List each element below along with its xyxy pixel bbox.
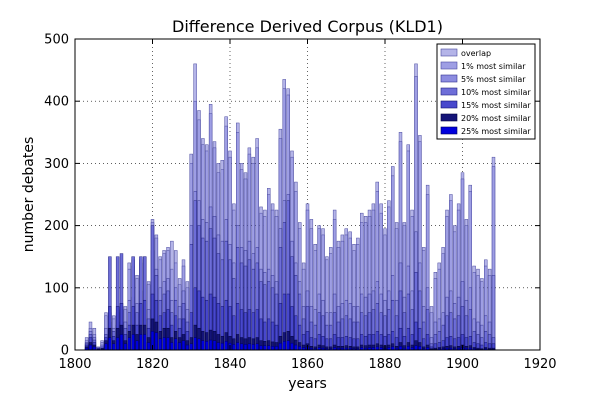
bar bbox=[174, 338, 178, 351]
bar bbox=[255, 343, 259, 351]
bar bbox=[166, 337, 170, 351]
bar bbox=[243, 344, 248, 351]
bar bbox=[189, 343, 193, 351]
legend-swatch bbox=[440, 113, 458, 122]
legend-label: 10% most similar bbox=[461, 88, 531, 97]
y-tick-label: 500 bbox=[44, 33, 69, 48]
bar bbox=[282, 341, 286, 351]
legend-swatch bbox=[440, 74, 458, 83]
bar bbox=[212, 340, 217, 351]
bar bbox=[197, 338, 201, 351]
x-tick-label: 1860 bbox=[291, 357, 324, 372]
bar bbox=[406, 346, 410, 351]
bar bbox=[232, 344, 236, 351]
legend-label: 20% most similar bbox=[461, 114, 531, 123]
chart-title: Difference Derived Corpus (KLD1) bbox=[172, 17, 443, 36]
bar bbox=[119, 334, 124, 351]
y-tick-label: 400 bbox=[44, 95, 69, 110]
y-axis-label: number debates bbox=[21, 137, 37, 252]
x-tick-label: 1880 bbox=[368, 357, 401, 372]
bar bbox=[193, 337, 197, 351]
bar bbox=[274, 346, 279, 351]
x-tick-label: 1920 bbox=[523, 357, 556, 372]
bar bbox=[298, 346, 302, 351]
bar bbox=[123, 343, 128, 351]
bar bbox=[267, 345, 271, 351]
bar bbox=[414, 345, 418, 351]
y-tick-label: 0 bbox=[61, 344, 69, 359]
bar bbox=[131, 334, 135, 351]
bar bbox=[170, 342, 174, 351]
legend-label: 25% most similar bbox=[461, 127, 531, 136]
bar bbox=[247, 343, 252, 351]
x-tick-label: 1800 bbox=[58, 357, 91, 372]
x-axis-label: years bbox=[288, 376, 327, 392]
bar bbox=[208, 339, 213, 351]
legend-swatch bbox=[440, 100, 458, 109]
legend-label: 15% most similar bbox=[461, 101, 531, 110]
bar bbox=[259, 345, 263, 351]
bar bbox=[294, 344, 298, 351]
legend-label: overlap bbox=[461, 49, 491, 58]
bar bbox=[398, 346, 403, 351]
bar bbox=[181, 340, 186, 351]
legend-label: 5% most similar bbox=[461, 75, 526, 84]
bar bbox=[216, 342, 221, 351]
y-tick-label: 200 bbox=[44, 219, 69, 234]
bar bbox=[115, 337, 120, 351]
bar bbox=[251, 344, 255, 351]
bar bbox=[177, 342, 182, 351]
bar bbox=[135, 340, 139, 351]
bar bbox=[143, 334, 147, 351]
bar bbox=[205, 341, 209, 351]
bar bbox=[162, 337, 166, 351]
legend-label: 1% most similar bbox=[461, 62, 526, 71]
bar bbox=[104, 343, 108, 351]
bar bbox=[270, 346, 275, 351]
bar bbox=[418, 346, 422, 351]
y-tick-label: 300 bbox=[44, 157, 69, 172]
bar bbox=[201, 340, 205, 351]
y-tick-label: 100 bbox=[44, 281, 69, 296]
legend-swatch bbox=[440, 87, 458, 96]
bar bbox=[158, 338, 162, 351]
bar bbox=[139, 334, 143, 351]
bar bbox=[224, 341, 228, 351]
bar bbox=[236, 342, 240, 351]
legend-swatch bbox=[440, 126, 458, 135]
legend: overlap 1% most similar 5% most similar 10%… bbox=[436, 43, 536, 140]
x-tick-label: 1840 bbox=[213, 357, 246, 372]
bar bbox=[185, 344, 190, 351]
bar bbox=[286, 340, 290, 351]
bar bbox=[290, 342, 294, 351]
bar bbox=[220, 342, 224, 351]
axis-ticks: 1800 1820 1840 1860 1880 1900 1920 0 100 200 300 40… bbox=[44, 33, 556, 373]
x-tick-label: 1900 bbox=[446, 357, 479, 372]
bar bbox=[127, 337, 131, 351]
bar bbox=[263, 345, 267, 351]
legend-swatch bbox=[440, 61, 458, 70]
legend-swatch bbox=[440, 48, 458, 57]
bar bbox=[108, 337, 112, 351]
bar bbox=[239, 343, 244, 351]
bar bbox=[146, 342, 151, 351]
bars bbox=[84, 63, 496, 351]
bar bbox=[278, 342, 283, 351]
bar bbox=[88, 344, 93, 351]
bar bbox=[112, 343, 116, 351]
x-tick-label: 1820 bbox=[136, 357, 169, 372]
bar bbox=[154, 332, 159, 351]
